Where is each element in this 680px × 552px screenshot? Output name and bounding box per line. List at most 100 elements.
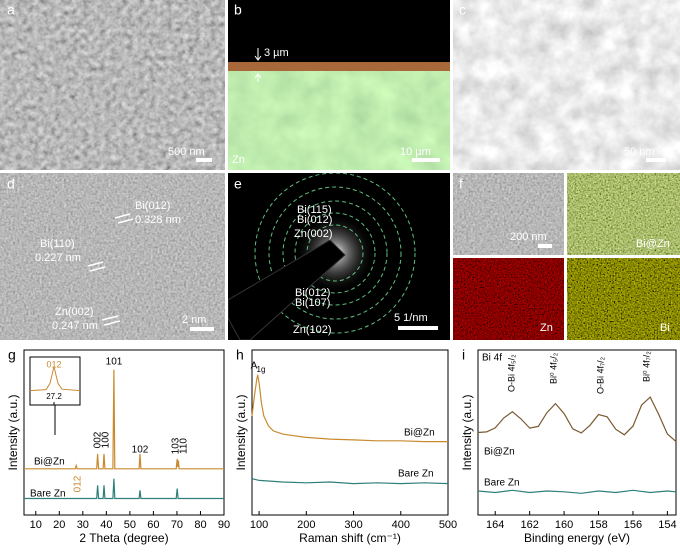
- series-label: Bare Zn: [398, 469, 434, 480]
- bi-layer: [228, 62, 450, 71]
- y-axis-label: Intensity (a.u.): [460, 394, 474, 470]
- annotation: 100: [101, 431, 112, 448]
- panel-label: h: [236, 347, 244, 363]
- scale-bar: [412, 158, 440, 162]
- bi-map: [567, 258, 680, 340]
- scale-text: 200 nm: [510, 231, 547, 243]
- x-tick-label: 60: [147, 519, 159, 531]
- x-tick-label: 400: [392, 519, 410, 531]
- ring-text: Bi(012): [297, 214, 332, 226]
- x-tick-label: 160: [555, 519, 573, 531]
- x-tick-label: 10: [30, 519, 42, 531]
- series-line: [251, 478, 449, 485]
- annotation: Bi⁰ 4f₇/₂: [641, 351, 651, 382]
- series-line: [24, 369, 224, 470]
- series-line: [477, 489, 677, 494]
- scale-bar: [190, 327, 214, 331]
- x-axis-label: 2 Theta (degree): [79, 531, 168, 545]
- zn-map: [453, 258, 564, 340]
- series-line: [477, 396, 677, 443]
- x-tick-label: 200: [297, 519, 315, 531]
- panel-a: a 500 nm: [0, 0, 225, 170]
- x-tick-label: 40: [100, 519, 112, 531]
- series-label: Bi@Zn: [34, 457, 65, 468]
- plane-text: Zn(002): [55, 306, 94, 318]
- series-line: [24, 478, 224, 500]
- x-tick-label: 500: [439, 519, 457, 531]
- scale-bar: [398, 326, 438, 330]
- plot-frame: [251, 349, 449, 516]
- series-label: Bi@Zn: [404, 428, 435, 439]
- scale-text: 5 1/nm: [394, 312, 428, 324]
- panel-label: c: [459, 2, 466, 18]
- panel-label: f: [459, 176, 463, 192]
- annotation: 110: [179, 438, 190, 454]
- zn-region: [228, 70, 450, 170]
- panel-c: c 50 nm: [453, 0, 680, 170]
- spacing-text: 0.328 nm: [135, 214, 181, 226]
- panel-label: a: [7, 2, 15, 18]
- series-label: Bi@Zn: [484, 447, 515, 458]
- map-text: Bi: [660, 322, 670, 334]
- zn-text: Zn: [232, 154, 245, 166]
- annotation: O-Bi 4f₅/₂: [506, 354, 516, 392]
- x-tick-label: 162: [520, 519, 538, 531]
- beam-stop: [228, 239, 346, 340]
- x-axis-label: Binding energy (eV): [524, 531, 630, 545]
- panel-label: g: [8, 347, 16, 363]
- fringe-marks: [87, 213, 134, 326]
- scale-text: 500 nm: [168, 146, 205, 158]
- x-axis-label: Raman shift (cm⁻¹): [299, 531, 401, 545]
- x-tick-label: 70: [171, 519, 183, 531]
- x-tick-label: 100: [250, 519, 268, 531]
- inset-annotation: 012: [46, 359, 61, 369]
- scale-text: 2 nm: [182, 314, 206, 326]
- panel-e: e Bi(115) Bi(012) Zn(002) Bi(012) Bi(107…: [228, 173, 450, 340]
- annotation: Bi 4f: [482, 353, 502, 364]
- x-tick-label: 164: [486, 519, 504, 531]
- overlay-map: [567, 173, 680, 255]
- annotation: 102: [132, 445, 149, 456]
- panel-label: e: [234, 176, 242, 192]
- map-text: Bi@Zn: [636, 238, 670, 250]
- tem-image: [453, 0, 680, 170]
- x-tick-label: 158: [589, 519, 607, 531]
- panel-d: d Bi(012) 0.328 nm Bi(110) 0.227 nm Zn(0…: [0, 173, 225, 340]
- annotation: 012: [73, 475, 84, 492]
- x-tick-label: 30: [77, 519, 89, 531]
- annotation: O-Bi 4f₇/₂: [595, 356, 605, 394]
- plane-text: Bi(012): [135, 200, 170, 212]
- thickness-text: 3 µm: [264, 47, 289, 59]
- panel-b: b 3 µm 10 µm Zn: [228, 0, 450, 170]
- annotation: 002: [93, 431, 104, 448]
- annotation: 1g: [257, 365, 266, 374]
- panel-f: f 200 nm Bi@Zn Zn Bi: [453, 173, 680, 340]
- annotation: 101: [106, 357, 123, 368]
- ring-text: Zn(102): [293, 324, 332, 336]
- map-text: Zn: [540, 322, 553, 334]
- plane-text: Bi(110): [40, 238, 75, 250]
- inset-line: [29, 366, 81, 392]
- x-tick-label: 156: [624, 519, 642, 531]
- inset-frame: [29, 356, 81, 406]
- y-axis-label: Intensity (a.u.): [6, 394, 20, 470]
- x-tick-label: 20: [53, 519, 65, 531]
- panel-label: d: [7, 176, 15, 192]
- x-tick-label: 80: [194, 519, 206, 531]
- x-tick-label: 90: [218, 519, 230, 531]
- spacing-text: 0.247 nm: [52, 320, 98, 332]
- scale-text: 50 nm: [624, 146, 655, 158]
- series-line: [251, 374, 448, 443]
- annotation: A: [251, 361, 258, 372]
- panel-label: b: [234, 2, 242, 18]
- plot-frame: [23, 349, 225, 516]
- annotation: Bi⁰ 4f₅/₂: [548, 352, 558, 384]
- spacing-text: 0.227 nm: [35, 252, 81, 264]
- x-tick-label: 154: [658, 519, 676, 531]
- panel-label: i: [462, 347, 465, 363]
- series-label: Bare Zn: [484, 478, 520, 489]
- charts: g 2 Theta (degree) Intensity (a.u.) 10 20 30 4…: [6, 347, 676, 545]
- x-tick-label: 50: [124, 519, 136, 531]
- ring-text: Bi(012): [295, 287, 330, 299]
